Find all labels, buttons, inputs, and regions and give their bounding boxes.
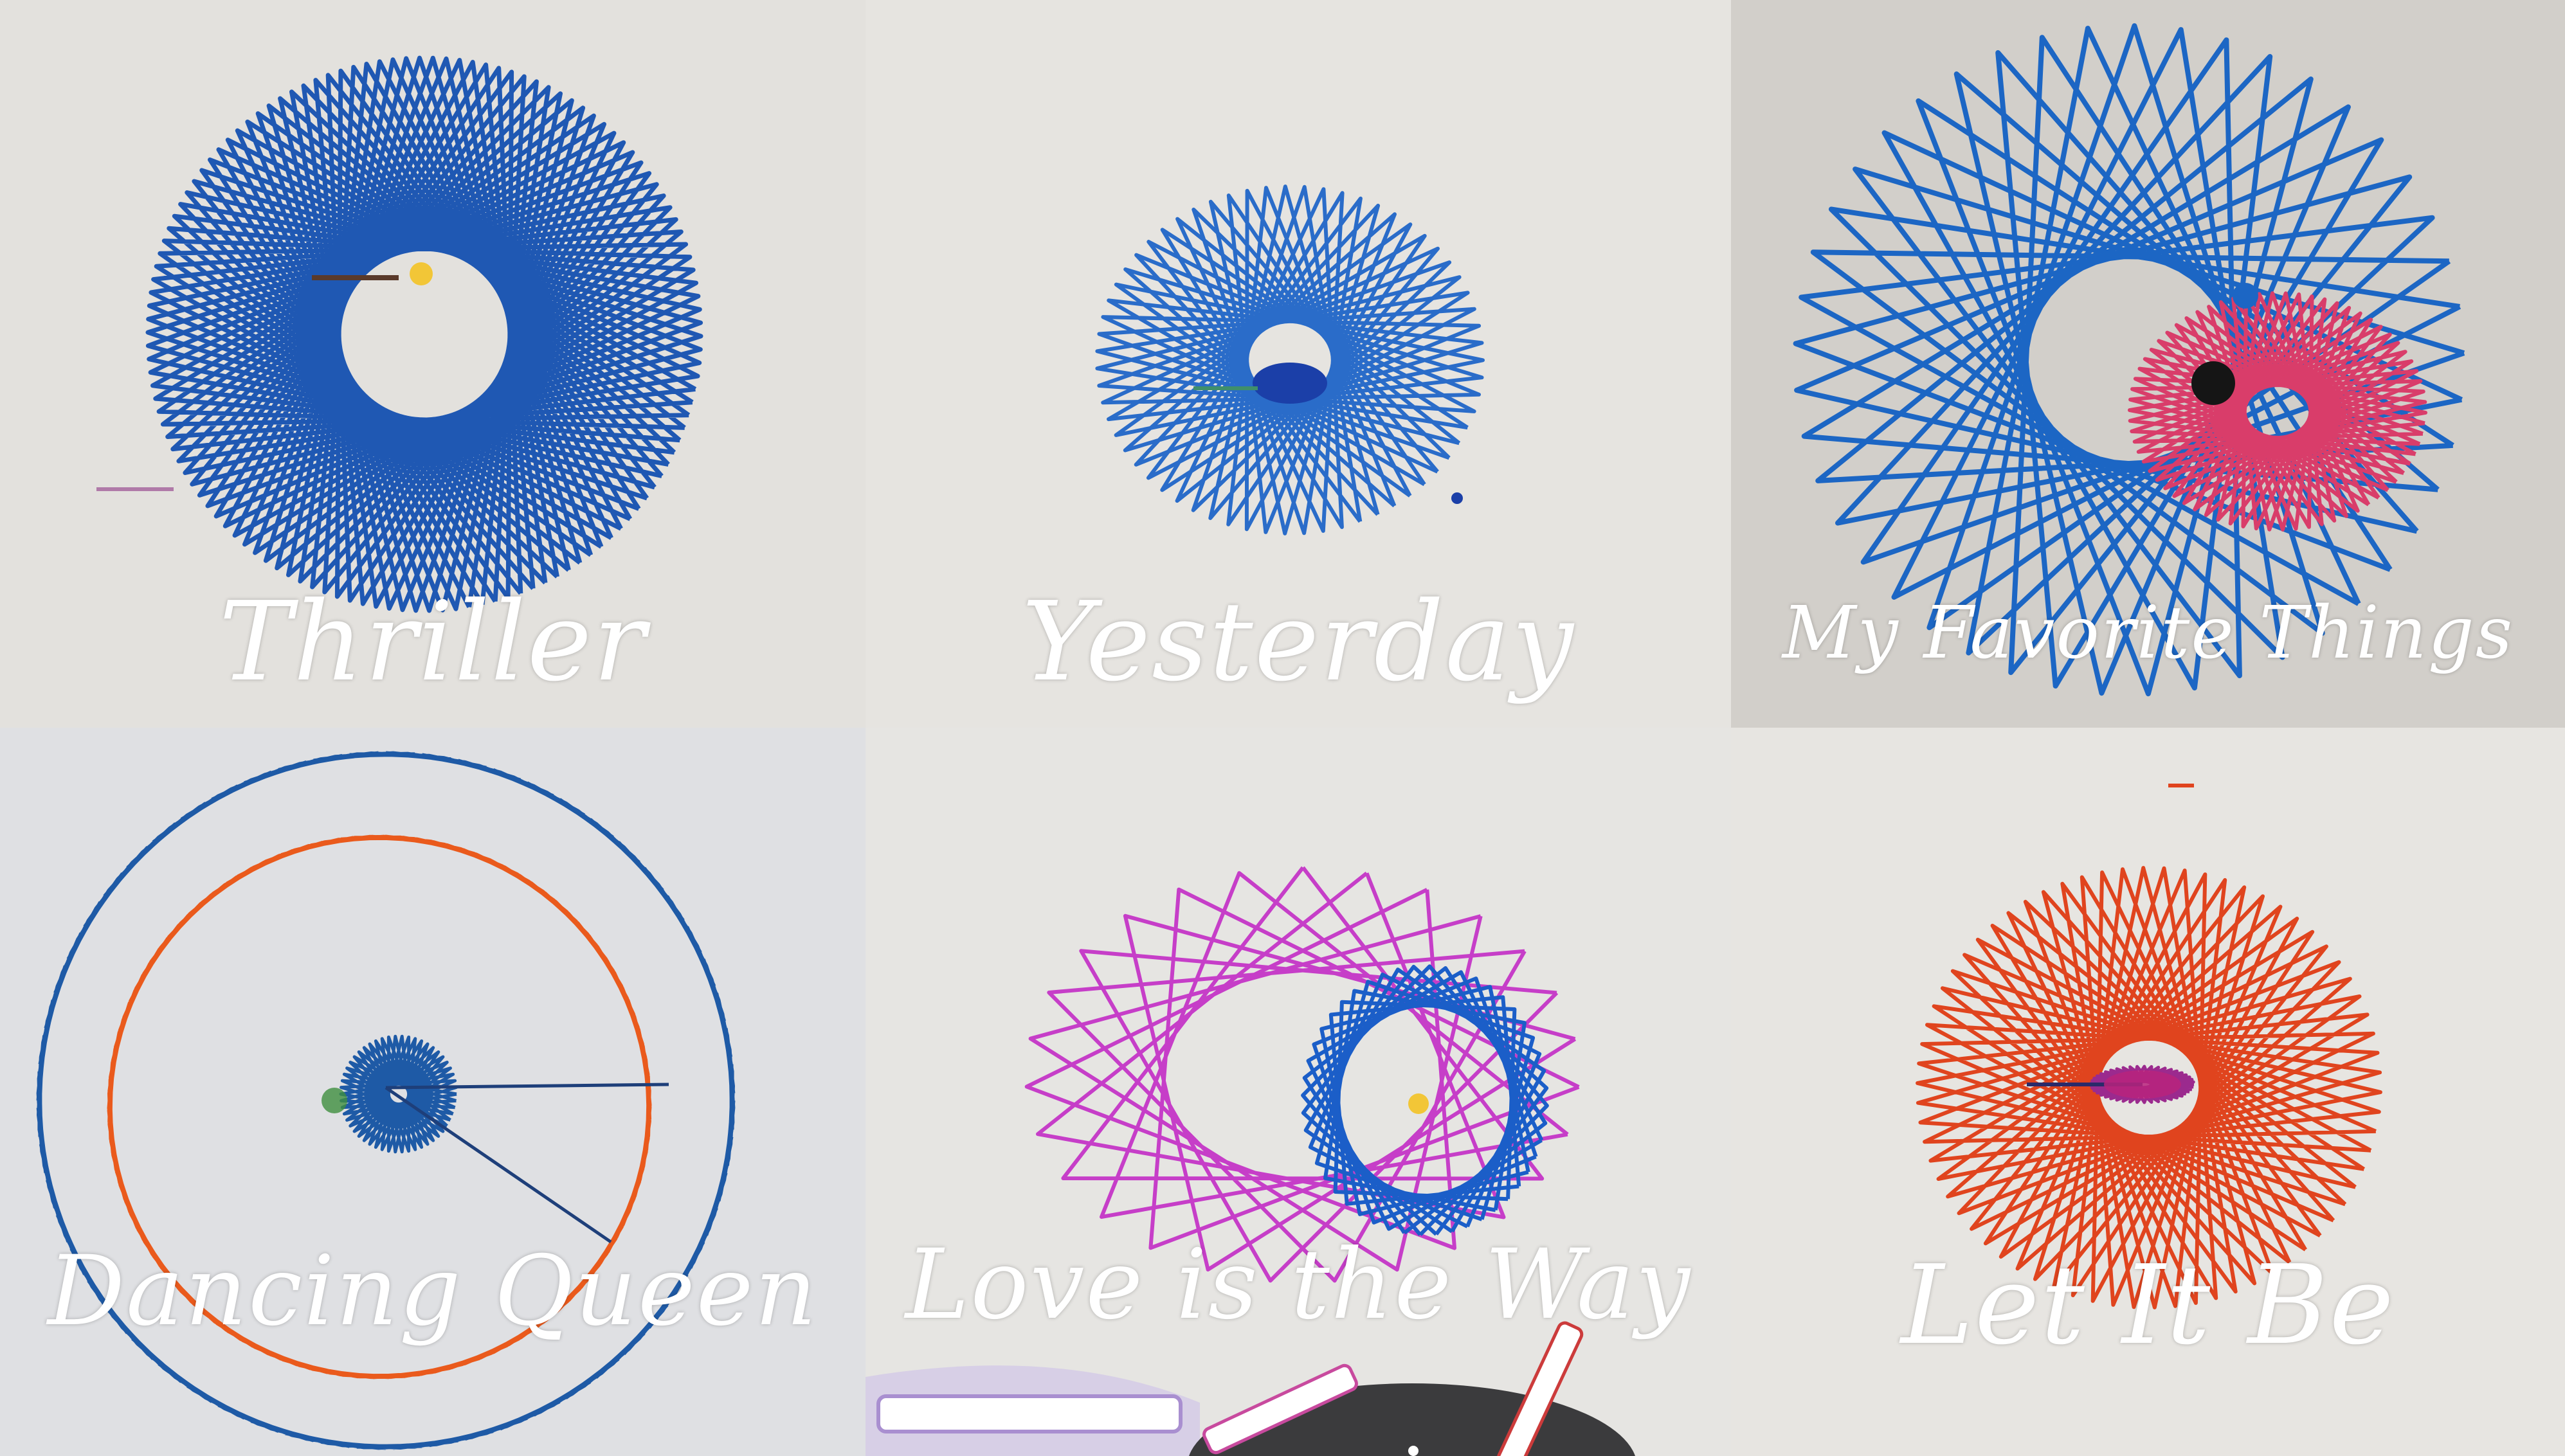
caption-dancing-queen: Dancing Queen xyxy=(47,1236,819,1347)
blue-outer-ring-lines xyxy=(36,751,736,1450)
spirograph-drawing-let-it-be xyxy=(1916,784,2382,1309)
spirograph-drawing-my-favorite-things xyxy=(1793,23,2465,697)
pen-mark-center xyxy=(2027,784,2194,1099)
caption-my-favorite-things: My Favorite Things xyxy=(1782,591,2514,675)
spirograph-drawing-thriller xyxy=(96,55,703,613)
caption-let-it-be: Let It Be xyxy=(1901,1242,2395,1369)
crayola-marker xyxy=(876,1394,1183,1434)
robot-base xyxy=(866,1321,1635,1456)
magenta-star-lines xyxy=(1024,866,1580,1283)
panel-love-is-the-way: Love is the Way xyxy=(866,728,1731,1456)
red-star-lines xyxy=(2128,291,2427,532)
caption-yesterday: Yesterday xyxy=(1022,579,1575,706)
pen-mark-center xyxy=(1193,363,1463,504)
spirograph-drawing-love-is-the-way xyxy=(866,866,1635,1456)
panel-my-favorite-things: My Favorite Things xyxy=(1731,0,2565,728)
blue-inner-rosette-lines xyxy=(339,1034,458,1154)
pen-mark-center xyxy=(2191,283,2258,405)
pen-stroke xyxy=(322,1083,669,1244)
panel-thriller: Thriller xyxy=(0,0,866,728)
orange-ring-lines xyxy=(107,834,652,1380)
blue-star-lines xyxy=(1095,184,1485,535)
panel-dancing-queen: Dancing Queen xyxy=(0,728,866,1456)
pen-mark-center xyxy=(1408,1093,1429,1114)
spirograph-drawing-yesterday xyxy=(1095,184,1485,535)
pen-mark-center xyxy=(96,262,433,491)
caption-thriller: Thriller xyxy=(219,579,647,706)
panel-let-it-be: Let It Be xyxy=(1731,728,2565,1456)
blue-spiral-lines xyxy=(145,55,703,613)
blue-star-lines xyxy=(1301,964,1549,1236)
spirograph-drawing-dancing-queen xyxy=(36,751,736,1450)
caption-love-is-the-way: Love is the Way xyxy=(905,1229,1692,1341)
panel-yesterday: Yesterday xyxy=(866,0,1731,728)
